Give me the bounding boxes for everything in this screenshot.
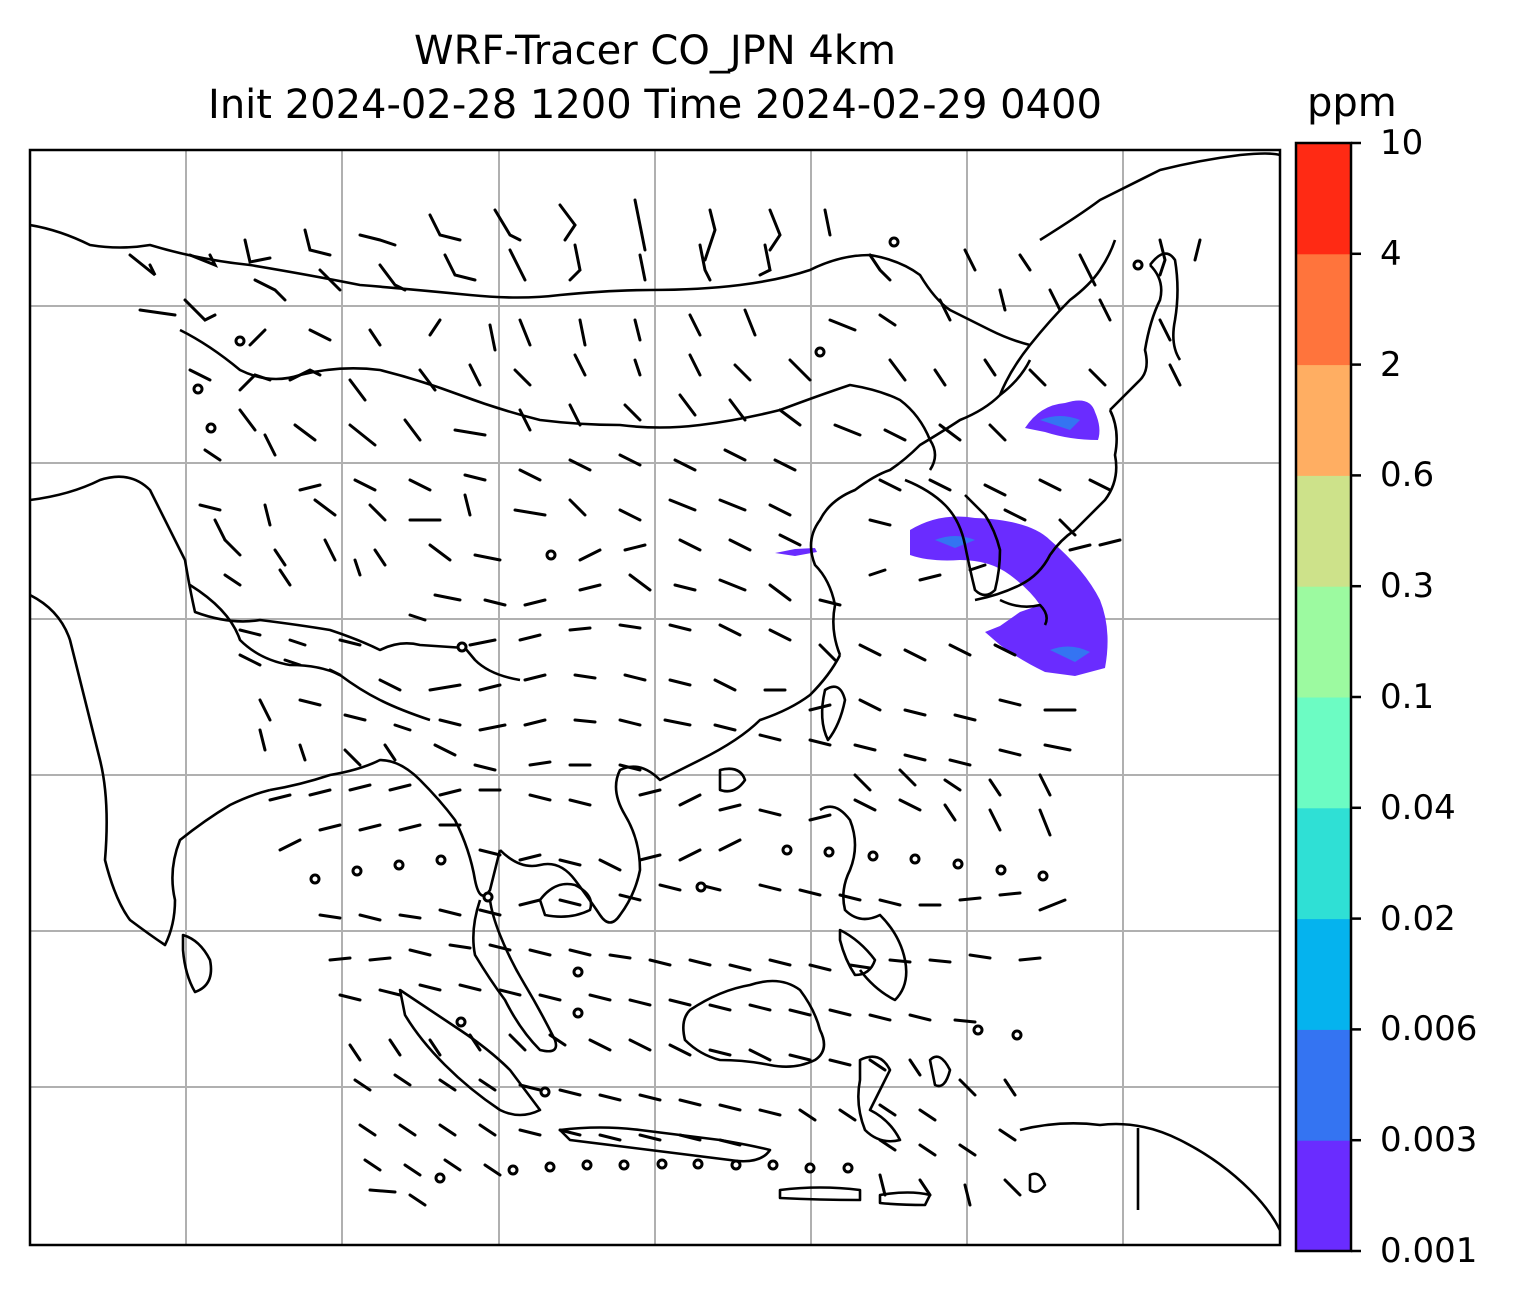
colorbar-segment: [1296, 364, 1351, 476]
colorbar-segment: [1296, 918, 1351, 1030]
colorbar-tick-label: 0.001: [1380, 1231, 1478, 1271]
colorbar-segment: [1296, 586, 1351, 698]
colorbar-segment: [1296, 253, 1351, 366]
colorbar-tick-label: 0.02: [1380, 898, 1456, 939]
co-tracer-plume: [775, 400, 1108, 676]
colorbar-segment: [1296, 1140, 1351, 1252]
colorbar-tick-label: 0.1: [1380, 677, 1435, 717]
colorbar-tick-label: 0.6: [1380, 455, 1435, 496]
graticule: [30, 150, 1280, 1245]
wind-barbs: [128, 198, 1202, 1207]
calm-wind-markers: [192, 236, 1144, 1184]
colorbar-tick-label: 2: [1380, 344, 1402, 385]
map-title-line1: WRF-Tracer CO_JPN 4km: [414, 28, 896, 74]
colorbar-segment: [1296, 475, 1351, 587]
colorbar-segment: [1296, 807, 1351, 920]
colorbar-segment: [1296, 697, 1351, 809]
colorbar-tick-label: 10: [1380, 123, 1424, 163]
colorbar-frame: [1294, 141, 1353, 1253]
colorbar-tick-label: 4: [1380, 233, 1402, 274]
colorbar-tick-label: 0.3: [1380, 566, 1435, 607]
colorbar-tick-label: 0.003: [1380, 1120, 1478, 1161]
colorbar-segment: [1296, 143, 1351, 255]
map-frame: [28, 148, 1282, 1247]
coastlines: [30, 152, 1280, 1231]
colorbar: [1296, 141, 1361, 1253]
colorbar-tick-label: 0.006: [1380, 1009, 1478, 1050]
colorbar-tick-label: 0.04: [1380, 787, 1456, 828]
colorbar-unit-label: ppm: [1307, 80, 1397, 126]
colorbar-segment: [1296, 1029, 1351, 1141]
map-title-line2: Init 2024-02-28 1200 Time 2024-02-29 040…: [208, 82, 1102, 128]
